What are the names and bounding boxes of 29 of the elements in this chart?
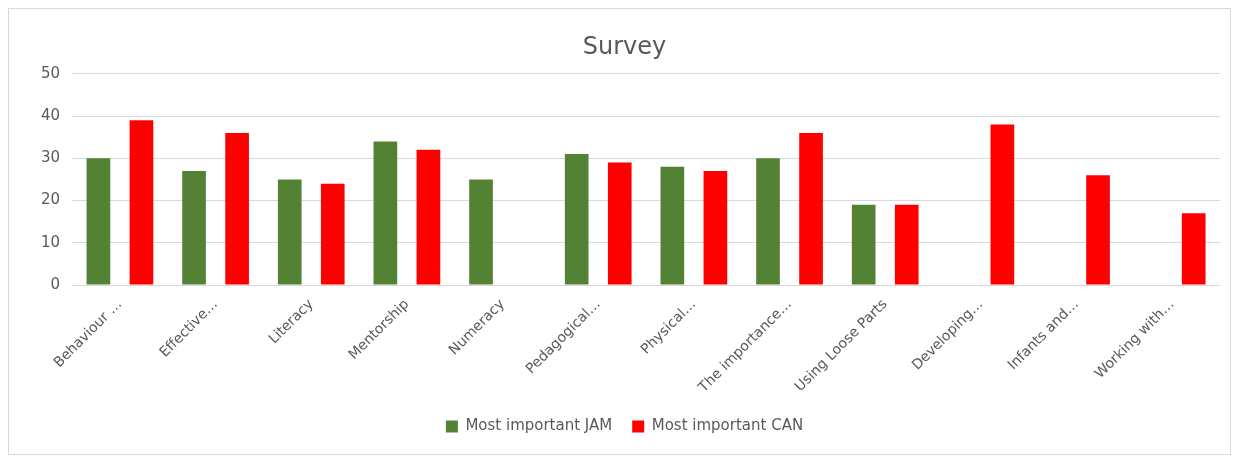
bar (894, 204, 919, 285)
bar (373, 141, 398, 285)
bar (129, 120, 154, 285)
y-tick-label: 30 (40, 148, 61, 167)
legend-label: Most important JAM (465, 416, 613, 435)
bar (607, 162, 632, 285)
y-tick-label: 20 (40, 190, 61, 209)
bar (990, 124, 1015, 285)
bar (225, 132, 249, 285)
bar (1086, 175, 1110, 285)
bar (320, 183, 345, 285)
bar (86, 158, 111, 285)
bar (703, 171, 728, 285)
chart-title: Survey (582, 31, 667, 60)
y-tick-label: 10 (40, 232, 61, 251)
y-tick-label: 0 (50, 274, 61, 293)
y-tick-label: 40 (40, 105, 61, 124)
bar (182, 171, 206, 285)
bar (660, 166, 685, 285)
bar (416, 149, 441, 285)
bar (469, 179, 493, 285)
bar (756, 158, 780, 285)
y-tick-label: 50 (40, 63, 61, 82)
legend-label: Most important CAN (651, 416, 804, 435)
bar (564, 154, 589, 285)
bar (1181, 213, 1206, 285)
bar (799, 132, 823, 285)
bar (851, 204, 876, 285)
bar (277, 179, 302, 285)
